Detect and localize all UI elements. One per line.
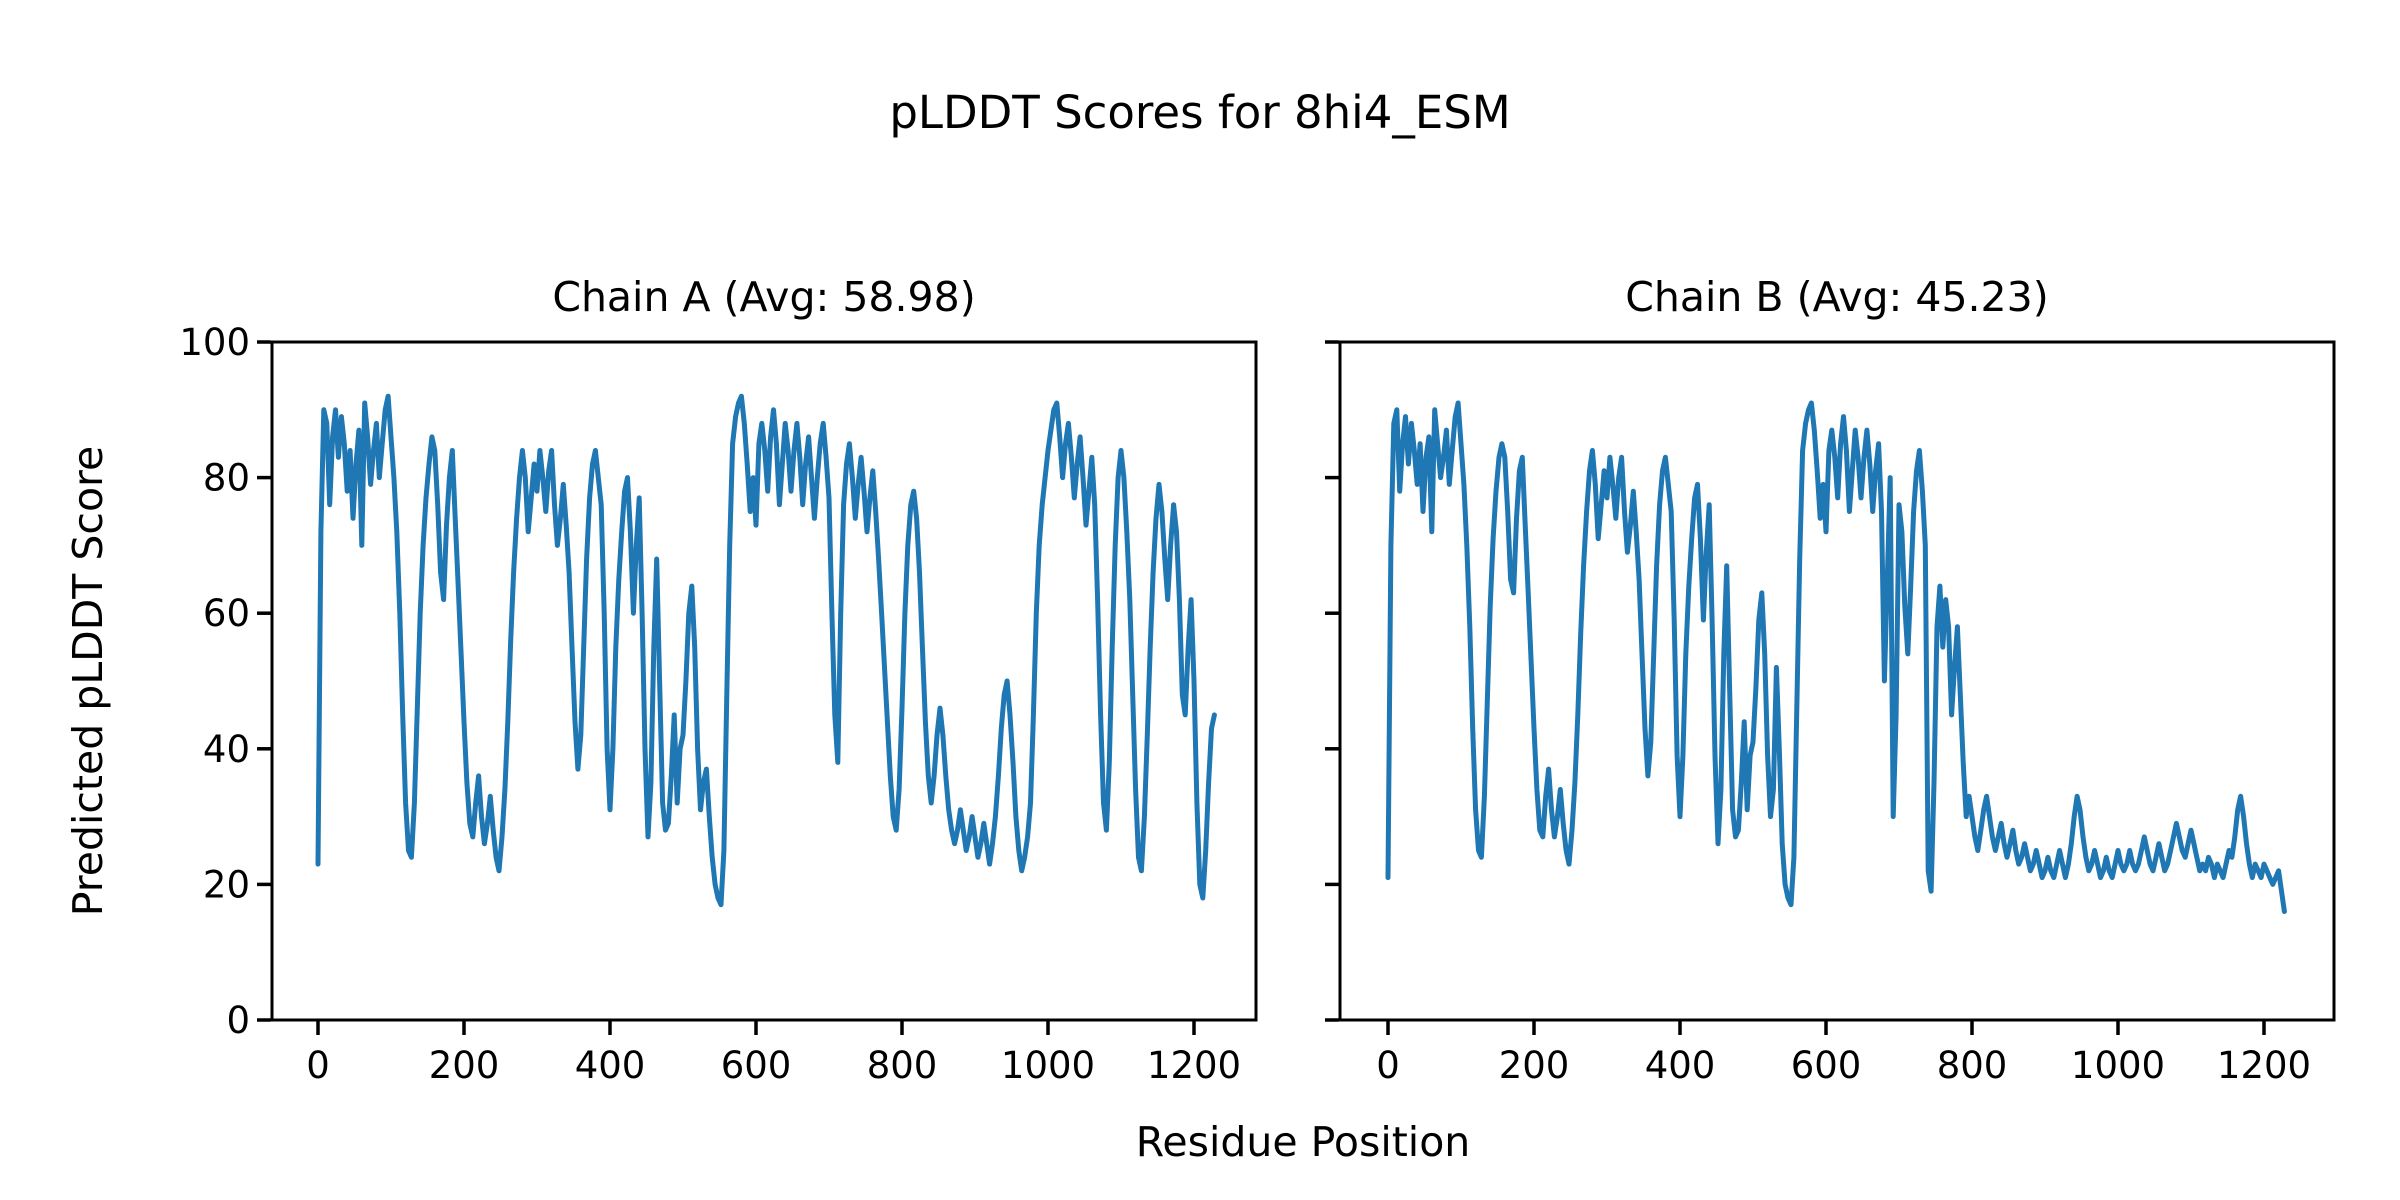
chain-b-x-tick-label: 1000 <box>2071 1044 2165 1087</box>
figure-title: pLDDT Scores for 8hi4_ESM <box>889 86 1511 139</box>
chain-a-x-tick-label: 1200 <box>1147 1044 1241 1087</box>
chain-a-y-tick-label: 100 <box>179 321 250 364</box>
chain-a-y-tick-label: 20 <box>203 863 250 906</box>
chain-b-x-tick-label: 600 <box>1791 1044 1862 1087</box>
chain-b-x-tick-label: 0 <box>1376 1044 1400 1087</box>
chain-a-x-tick-label: 800 <box>867 1044 938 1087</box>
chain-a-x-tick-label: 0 <box>306 1044 330 1087</box>
chain-b-x-tick-label: 200 <box>1499 1044 1570 1087</box>
chain-a-plot-frame <box>270 340 1258 1022</box>
chain-b-x-tick-label: 1200 <box>2217 1044 2311 1087</box>
x-axis-label: Residue Position <box>1135 1118 1471 1166</box>
chain-a-x-tick-label: 400 <box>575 1044 646 1087</box>
chain-a-x-tick-label: 600 <box>721 1044 792 1087</box>
chain-b-x-tick-label: 400 <box>1645 1044 1716 1087</box>
chain-a-y-tick-label: 0 <box>226 999 250 1042</box>
chain-a-y-tick-label: 60 <box>203 592 250 635</box>
chain-a-y-tick-label: 80 <box>203 457 250 500</box>
subplot-b-title: Chain B (Avg: 45.23) <box>1625 273 2049 321</box>
chain-a-x-tick-label: 1000 <box>1001 1044 1095 1087</box>
subplot-a-title: Chain A (Avg: 58.98) <box>552 273 976 321</box>
chain-b-x-tick-label: 800 <box>1937 1044 2008 1087</box>
chain-b-plot-frame <box>1338 340 2336 1022</box>
chain-a-plddt-line <box>315 393 1217 908</box>
chain-a-y-tick-label: 40 <box>203 728 250 771</box>
chain-a-x-tick-label: 200 <box>429 1044 500 1087</box>
chain-b-plddt-line <box>1385 400 2287 914</box>
